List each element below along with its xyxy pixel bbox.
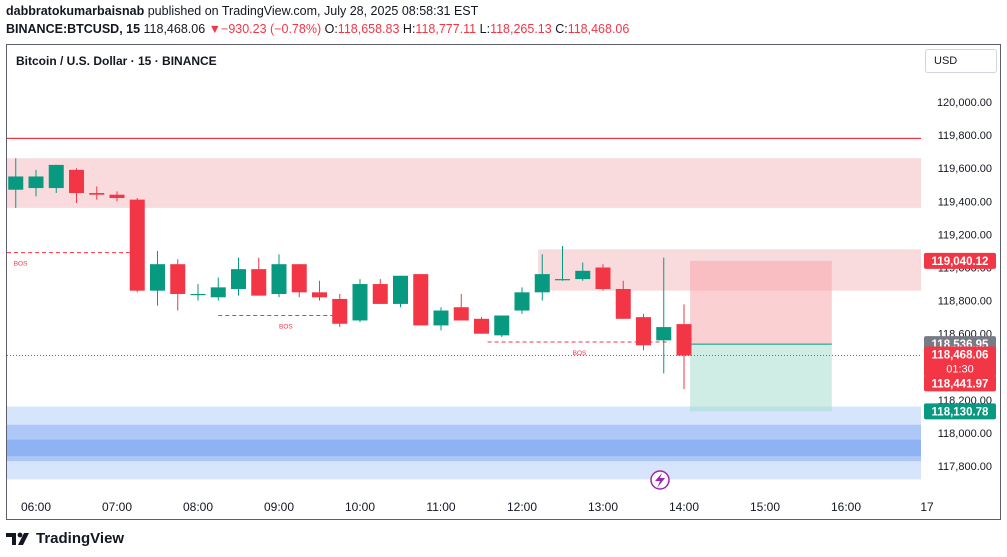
take-profit-zone	[690, 344, 832, 412]
candle-body	[453, 307, 469, 321]
chart-frame	[6, 44, 1001, 520]
price-label-text: 118,468.06	[932, 350, 989, 362]
x-tick-label: 08:00	[183, 500, 213, 514]
candle-body	[332, 298, 348, 324]
candle-body	[474, 318, 489, 334]
author-name: dabbratokumarbaisnab	[6, 4, 145, 18]
x-tick-label: 16:00	[831, 500, 861, 514]
price-label-text: 118,130.78	[932, 406, 990, 418]
publish-line: dabbratokumarbaisnab published on Tradin…	[6, 4, 478, 18]
candle-body	[8, 176, 24, 190]
price-label-text: 118,441.97	[932, 378, 989, 390]
high-value: 118,777.11	[415, 22, 477, 36]
candle-body	[109, 194, 125, 198]
demand-zone-inner	[7, 439, 921, 457]
candle-body	[494, 315, 510, 336]
ohlc-line: BINANCE:BTCUSD, 15 118,468.06 ▼−930.23 (…	[6, 22, 629, 36]
y-tick-label: 119,200.00	[938, 229, 992, 241]
chart-title: Bitcoin / U.S. Dollar · 15 · BINANCE	[16, 54, 217, 68]
candle-body	[28, 176, 44, 189]
tradingview-logo-icon	[6, 532, 29, 545]
candle-body	[150, 264, 165, 291]
candle-body	[676, 324, 692, 356]
y-tick-label: 118,800.00	[938, 296, 992, 308]
candle-body	[393, 275, 408, 304]
candle-body	[170, 264, 186, 294]
low-value: 118,265.13	[490, 22, 552, 36]
bos-label: BOS	[14, 261, 28, 268]
tradingview-logo: TradingView	[6, 530, 124, 547]
open-value: 118,658.83	[337, 22, 400, 36]
stop-loss-zone	[690, 260, 832, 345]
candle-body	[231, 269, 246, 290]
x-tick-label: 06:00	[21, 500, 51, 514]
candle-body	[129, 199, 145, 291]
close-value: 118,468.06	[567, 22, 630, 36]
candle-body	[271, 264, 287, 294]
high-label: H:	[402, 22, 416, 36]
candle-body	[352, 284, 368, 321]
candle-body	[575, 270, 591, 280]
x-tick-label: 17	[920, 500, 934, 514]
candle-body	[190, 293, 206, 296]
brand-name: TradingView	[36, 530, 125, 547]
y-tick-label: 119,600.00	[938, 163, 992, 175]
x-tick-label: 11:00	[426, 500, 455, 514]
low-label: L:	[479, 22, 491, 36]
symbol-label: BINANCE:BTCUSD, 15	[6, 22, 141, 36]
candle-body	[514, 292, 530, 311]
supply-zone	[7, 158, 921, 208]
price-label-box	[924, 346, 996, 377]
open-label: O:	[324, 22, 338, 36]
x-tick-label: 14:00	[669, 500, 699, 514]
y-tick-label: 118,000.00	[938, 428, 992, 440]
candle-body	[312, 292, 327, 298]
y-tick-label: 119,800.00	[938, 130, 992, 142]
candle-body	[433, 310, 449, 326]
lightning-bolt-icon	[655, 473, 665, 488]
countdown-label: 01:30	[946, 364, 974, 376]
candle-body	[615, 289, 631, 319]
candle-body	[89, 193, 105, 195]
close-label: C:	[555, 22, 568, 36]
price-label-box	[924, 375, 996, 392]
price-change: −930.23 (−0.78%)	[221, 22, 322, 36]
candle-body	[413, 274, 429, 326]
candle-body	[210, 287, 226, 298]
candle-body	[595, 267, 611, 290]
candle-body	[656, 327, 672, 341]
candle-body	[636, 317, 651, 346]
publish-info: published on TradingView.com, July 28, 2…	[147, 4, 479, 18]
last-price: 118,468.06	[143, 22, 206, 36]
candle-body	[48, 164, 64, 189]
price-label-box	[924, 252, 996, 269]
x-tick-label: 07:00	[102, 500, 132, 514]
price-label-box	[924, 403, 996, 420]
x-tick-label: 12:00	[507, 500, 537, 514]
candle-body	[555, 279, 570, 281]
y-tick-label: 120,000.00	[937, 97, 992, 109]
x-tick-label: 13:00	[588, 500, 618, 514]
y-tick-label: 117,800.00	[938, 461, 992, 473]
candle-body	[291, 264, 307, 293]
candle-body	[534, 274, 550, 293]
down-arrow-icon: ▼	[208, 22, 222, 36]
bos-label: BOS	[279, 323, 293, 330]
bos-label: BOS	[573, 350, 587, 357]
candle-body	[372, 284, 388, 304]
x-tick-label: 15:00	[750, 500, 780, 514]
currency-button[interactable]: USD	[925, 49, 997, 73]
x-tick-label: 09:00	[264, 500, 294, 514]
candle-body	[69, 169, 84, 194]
x-tick-label: 10:00	[345, 500, 375, 514]
y-tick-label: 119,400.00	[938, 196, 992, 208]
candle-body	[251, 269, 267, 296]
price-label-text: 119,040.12	[932, 256, 989, 268]
